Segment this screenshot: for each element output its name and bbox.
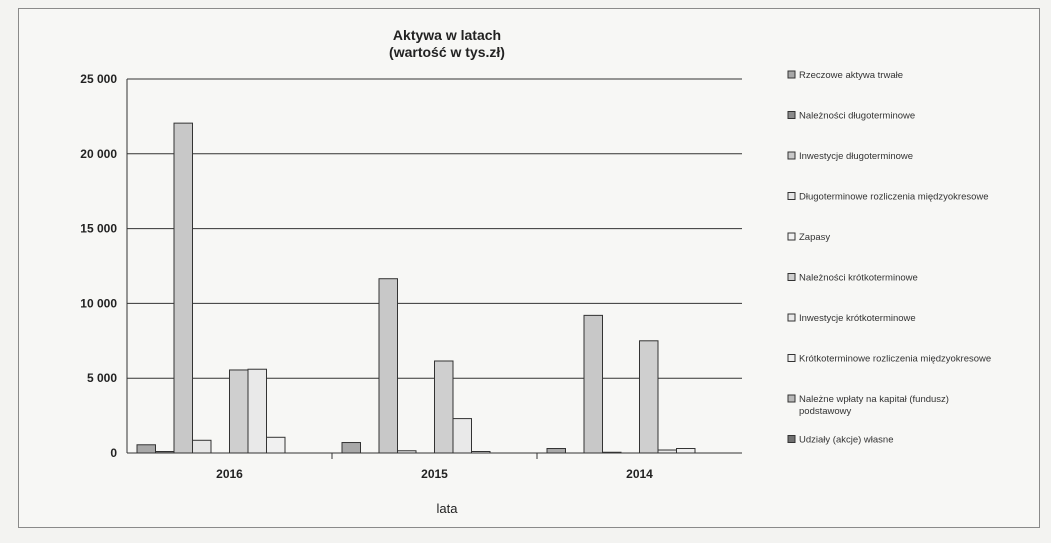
x-tick-label: 2016 bbox=[216, 467, 243, 481]
y-tick-label: 20 000 bbox=[80, 147, 117, 161]
bar bbox=[378, 278, 398, 454]
bar bbox=[452, 418, 472, 454]
y-tick-label: 0 bbox=[110, 446, 117, 460]
bar bbox=[266, 436, 286, 454]
bar bbox=[192, 439, 212, 454]
legend-label: Zapasy bbox=[799, 232, 830, 243]
legend-label: Rzeczowe aktywa trwałe bbox=[799, 70, 903, 81]
legend-swatch bbox=[787, 111, 796, 119]
legend-label: Inwestycje długoterminowe bbox=[799, 151, 913, 162]
bar bbox=[247, 368, 267, 454]
x-tick-label: 2015 bbox=[421, 467, 448, 481]
bar bbox=[583, 314, 603, 454]
chart-subtitle: (wartość w tys.zł) bbox=[389, 44, 505, 60]
legend-swatch bbox=[787, 313, 796, 322]
legend-swatch bbox=[787, 151, 796, 160]
legend-label: Krótkoterminowe rozliczenia międzyokreso… bbox=[799, 354, 991, 365]
chart-frame: Aktywa w latach (wartość w tys.zł) lata … bbox=[18, 8, 1040, 528]
bar bbox=[397, 450, 417, 454]
legend-label: Inwestycje krótkoterminowe bbox=[799, 313, 916, 324]
y-tick-label: 10 000 bbox=[80, 296, 117, 310]
legend-label: Długoterminowe rozliczenia międzyokresow… bbox=[799, 192, 989, 203]
y-tick-label: 25 000 bbox=[80, 72, 117, 86]
legend: Rzeczowe aktywa trwałe Należności długote… bbox=[787, 70, 991, 446]
legend-label: Należne wpłaty na kapitał (fundusz) podst… bbox=[799, 394, 949, 417]
bar bbox=[602, 451, 622, 454]
y-tick-label: 5 000 bbox=[87, 371, 117, 385]
legend-label: Udziały (akcje) własne bbox=[799, 435, 894, 446]
bar bbox=[173, 122, 193, 454]
legend-swatch bbox=[787, 354, 796, 362]
legend-swatch bbox=[787, 273, 796, 281]
legend-swatch bbox=[787, 192, 796, 200]
legend-label: Należności długoterminowe bbox=[799, 111, 915, 122]
bar bbox=[676, 448, 696, 454]
x-tick-label: 2014 bbox=[626, 467, 653, 481]
x-axis-title: lata bbox=[437, 501, 459, 516]
legend-swatch bbox=[787, 232, 796, 241]
y-tick-label: 15 000 bbox=[80, 222, 117, 236]
bar bbox=[434, 360, 454, 454]
bar bbox=[341, 442, 361, 454]
bar bbox=[639, 340, 659, 454]
bar bbox=[229, 369, 249, 454]
chart-title: Aktywa w latach bbox=[393, 27, 501, 43]
bar bbox=[136, 444, 156, 454]
chart-svg: Aktywa w latach (wartość w tys.zł) lata … bbox=[80, 27, 991, 516]
legend-swatch bbox=[787, 435, 796, 443]
legend-swatch bbox=[787, 70, 796, 79]
bar bbox=[657, 449, 677, 454]
plot-area: 0 5 000 10 000 15 000 20 000 25 000 2016 2015 20… bbox=[80, 72, 742, 481]
bar bbox=[546, 448, 566, 454]
bar bbox=[471, 451, 491, 454]
legend-label: Należności krótkoterminowe bbox=[799, 273, 918, 284]
bar bbox=[155, 451, 175, 454]
legend-swatch bbox=[787, 394, 796, 403]
